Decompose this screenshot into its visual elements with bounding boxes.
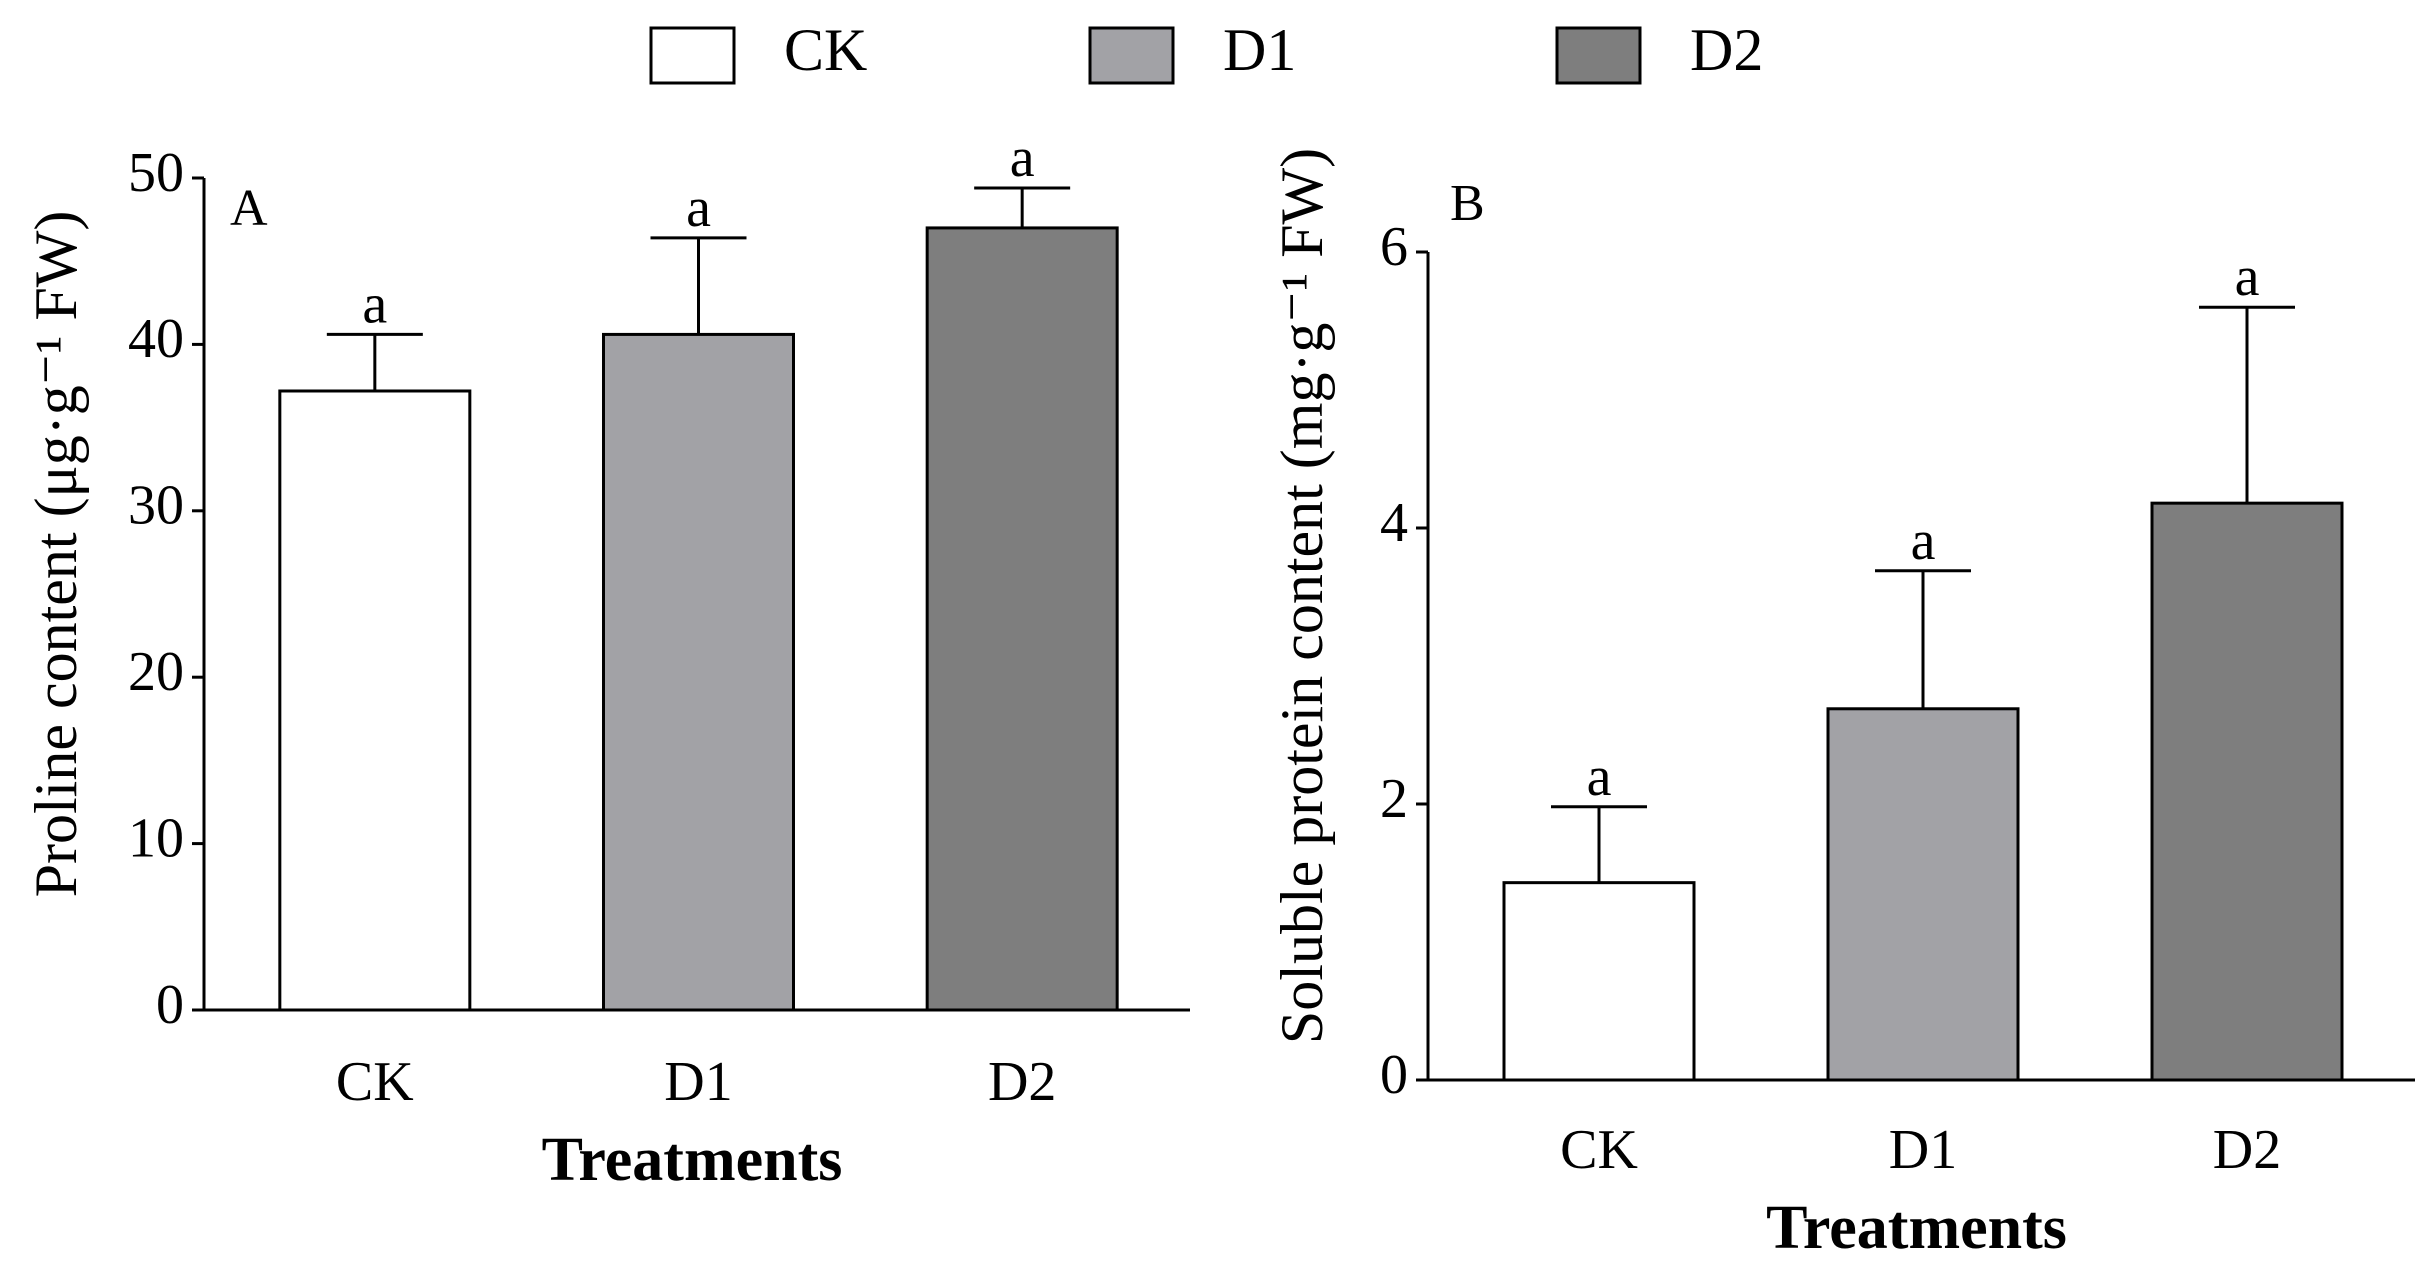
significance-label-d1: a: [686, 177, 711, 239]
x-tick-label-ck: CK: [1560, 1119, 1638, 1181]
bar-d1: [1826, 707, 2020, 1082]
legend-label-ck: CK: [784, 17, 867, 83]
legend-swatch-d2: [1555, 26, 1642, 85]
significance-label-ck: a: [362, 273, 387, 335]
y-axis-label: Proline content (μg·g⁻¹ FW): [23, 211, 89, 898]
x-tick-label-d1: D1: [1889, 1119, 1957, 1181]
bar-d2: [925, 226, 1119, 1012]
y-tick-label: 0: [1380, 1044, 1408, 1106]
significance-label-d2: a: [1010, 127, 1035, 189]
legend-label-d2: D2: [1690, 17, 1763, 83]
panel-a: a CK a D1 a D2 0 10 20 30 40 50 A Proline content (μg…: [23, 127, 1190, 1194]
panel-b: a CK a D1 a D2 0 2 4 6B Soluble protein content (m…: [1269, 148, 2415, 1262]
bar-d2: [2150, 501, 2344, 1082]
legend-swatch-d1: [1088, 26, 1175, 85]
significance-label-d1: a: [1911, 510, 1936, 572]
y-tick-label: 0: [156, 974, 184, 1036]
bar-ck: [278, 389, 472, 1012]
y-tick-label: 20: [128, 641, 184, 703]
panel-letter: A: [230, 180, 268, 237]
y-tick-label: 50: [128, 142, 184, 204]
y-tick-label: 40: [128, 308, 184, 370]
x-tick-label-d2: D2: [988, 1051, 1056, 1113]
significance-label-d2: a: [2235, 246, 2260, 308]
legend-swatch-ck: [649, 26, 736, 85]
x-tick-label-d2: D2: [2213, 1119, 2281, 1181]
x-tick-label-d1: D1: [664, 1051, 732, 1113]
y-tick-label: 2: [1380, 768, 1408, 830]
x-axis-label: Treatments: [1766, 1194, 2067, 1262]
y-axis-label: Soluble protein content (mg·g⁻¹ FW): [1269, 148, 1335, 1044]
y-tick-label: 4: [1380, 492, 1408, 554]
y-tick-label: 30: [128, 475, 184, 537]
legend-label-d1: D1: [1223, 17, 1296, 83]
bar-d1: [602, 332, 795, 1012]
x-tick-label-ck: CK: [336, 1051, 414, 1113]
y-tick-label: 6: [1380, 216, 1408, 278]
legend: CK D1 D2: [649, 17, 1763, 85]
y-tick-label: 10: [128, 807, 184, 869]
bar-ck: [1502, 881, 1696, 1082]
x-axis-label: Treatments: [542, 1126, 843, 1194]
significance-label-ck: a: [1587, 746, 1612, 808]
panel-letter: B: [1450, 175, 1485, 232]
